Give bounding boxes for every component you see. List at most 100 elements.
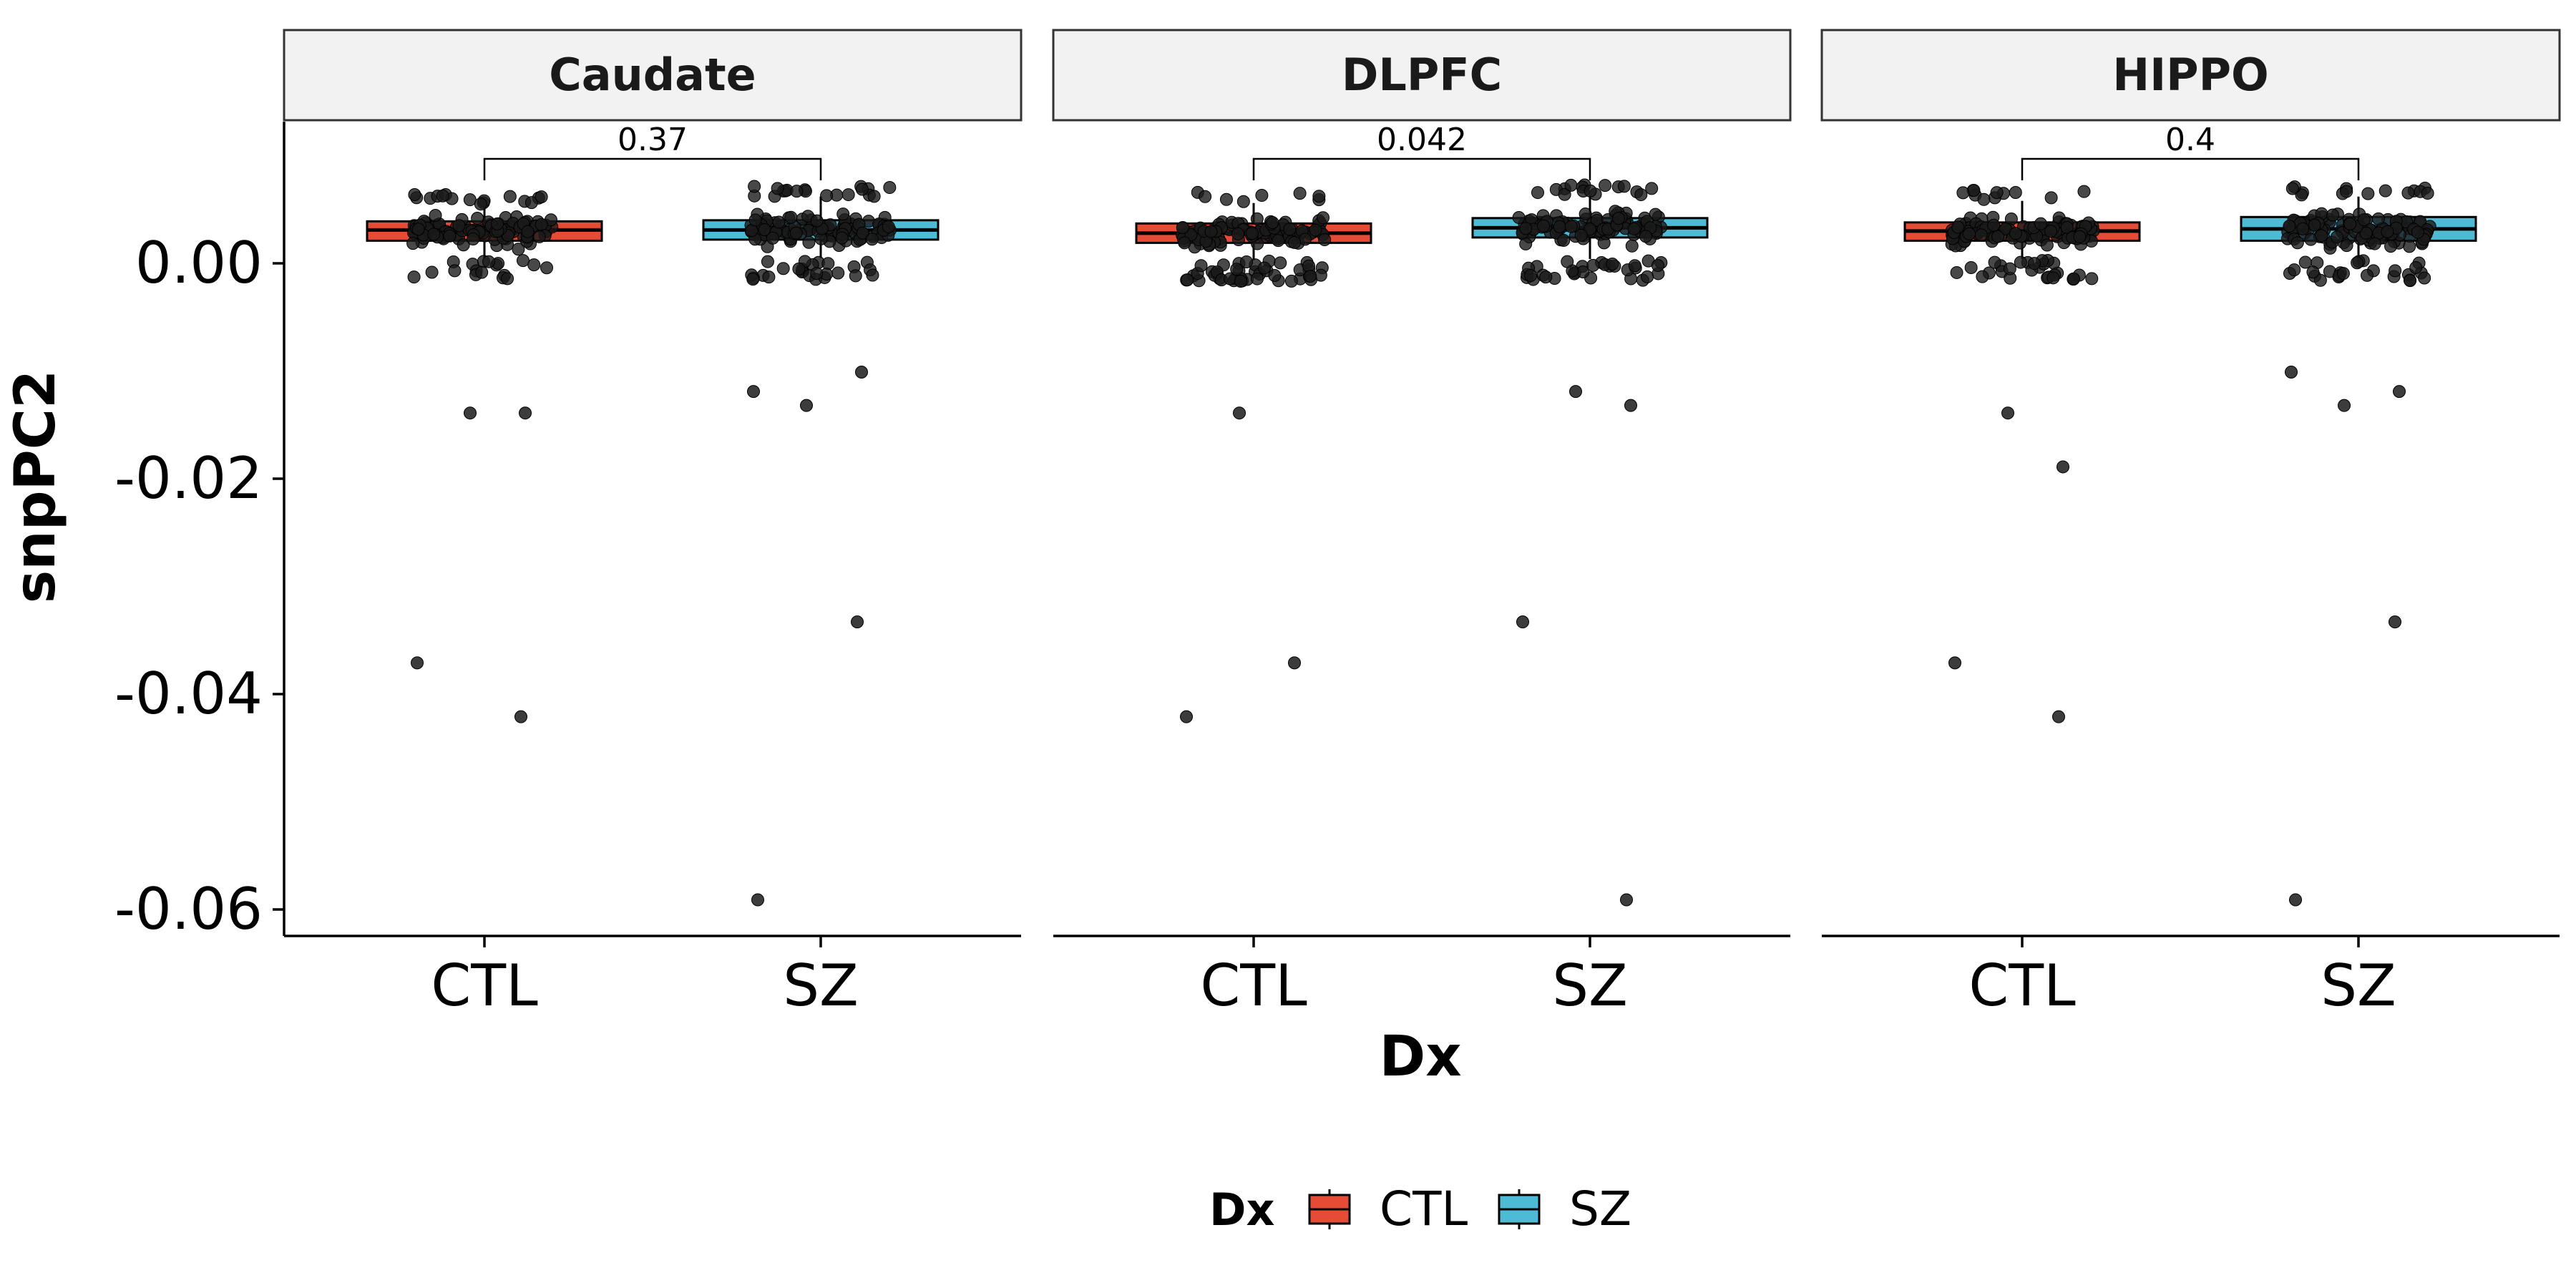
data-point: [1199, 190, 1212, 203]
data-point: [1268, 268, 1282, 282]
x-tick-label: SZ: [2321, 952, 2396, 1019]
data-point: [471, 211, 484, 225]
data-point: [1231, 227, 1245, 240]
facet-strip-label: Caudate: [549, 49, 756, 101]
data-point: [2009, 186, 2022, 200]
data-point: [525, 196, 538, 210]
outlier-point: [2393, 385, 2406, 399]
data-point: [2046, 271, 2060, 285]
y-axis-title: snpPC2: [4, 370, 68, 603]
jitter-points-sz: [1512, 178, 1668, 287]
outlier-point: [1624, 399, 1637, 412]
data-point: [1557, 233, 1571, 247]
data-point: [1651, 259, 1664, 273]
data-point: [882, 220, 895, 233]
data-point: [831, 266, 845, 280]
data-point: [2085, 272, 2099, 286]
data-point: [1255, 189, 1269, 203]
outlier-point: [411, 656, 424, 670]
data-point: [1316, 211, 1330, 225]
facet-panel-hippo: HIPPO CTL SZ 0.4: [1820, 29, 2561, 1019]
data-point: [436, 189, 449, 203]
outlier-point: [2289, 893, 2302, 907]
data-point: [1990, 186, 2004, 200]
data-point: [2389, 264, 2402, 278]
legend-key-sz: [1498, 1189, 1541, 1229]
data-point: [2288, 263, 2301, 277]
outlier-point: [2285, 366, 2298, 379]
data-point: [1645, 182, 1659, 195]
data-point: [1564, 220, 1578, 233]
outlier-point: [751, 893, 764, 907]
data-point: [1951, 220, 1965, 234]
data-point: [792, 262, 806, 275]
data-point: [810, 267, 824, 280]
data-point: [1318, 233, 1332, 247]
data-point: [1977, 192, 1991, 206]
p-value-label: 0.042: [1377, 122, 1467, 158]
data-point: [501, 272, 514, 286]
data-point: [2379, 184, 2392, 197]
data-point: [1288, 235, 1302, 249]
data-point: [790, 185, 804, 198]
data-point: [2044, 225, 2057, 238]
data-point: [2298, 255, 2312, 269]
data-point: [1561, 255, 1574, 268]
data-point: [1293, 187, 1307, 200]
data-point: [2014, 255, 2027, 269]
y-tick-label: -0.04: [114, 660, 263, 727]
data-point: [2357, 213, 2371, 227]
data-point: [2060, 220, 2074, 234]
data-point: [1274, 256, 1287, 270]
data-point: [2404, 274, 2417, 288]
data-point: [427, 228, 441, 241]
legend-title: Dx: [1209, 1184, 1274, 1236]
data-point: [1956, 186, 1970, 200]
data-point: [475, 265, 489, 279]
data-point: [2290, 236, 2304, 250]
facet-strip-label: DLPFC: [1342, 49, 1502, 101]
data-point: [1246, 227, 1259, 240]
data-point: [2418, 271, 2431, 285]
data-point: [1586, 258, 1600, 272]
data-point: [2384, 240, 2398, 253]
data-point: [776, 262, 790, 275]
jitter-points-sz: [2280, 180, 2436, 288]
data-point: [1962, 227, 1976, 240]
data-point: [2308, 218, 2321, 232]
data-point: [535, 190, 548, 204]
data-point: [2034, 217, 2047, 230]
data-point: [1204, 225, 1218, 238]
data-point: [1964, 260, 1978, 274]
outlier-point: [1569, 385, 1582, 399]
data-point: [2336, 267, 2350, 280]
data-point: [474, 197, 487, 211]
p-value-label: 0.37: [618, 122, 688, 158]
data-point: [1219, 192, 1233, 206]
data-point: [1181, 273, 1194, 287]
data-point: [1236, 195, 1250, 208]
data-point: [1579, 208, 1592, 221]
legend-label-sz: SZ: [1569, 1181, 1631, 1236]
data-point: [1539, 270, 1553, 284]
data-point: [1574, 228, 1588, 242]
outlier-point: [1620, 893, 1633, 907]
data-point: [535, 218, 548, 231]
data-point: [2003, 262, 2016, 275]
outlier-point: [1233, 406, 1246, 420]
outlier-point: [514, 710, 527, 723]
data-point: [1628, 259, 1641, 273]
outlier-point: [1180, 710, 1193, 723]
jitter-points-ctl: [406, 187, 559, 286]
data-point: [789, 226, 803, 240]
data-point: [2371, 212, 2385, 225]
data-point: [1576, 265, 1590, 278]
data-point: [2361, 187, 2375, 200]
data-point: [512, 243, 525, 256]
data-point: [2044, 191, 2058, 205]
facet-panel-caudate: Caudate CTL SZ 0.37: [283, 29, 1023, 1019]
outlier-point: [464, 406, 477, 420]
data-point: [1176, 221, 1189, 235]
data-point: [1974, 228, 1988, 242]
data-point: [1519, 237, 1533, 250]
